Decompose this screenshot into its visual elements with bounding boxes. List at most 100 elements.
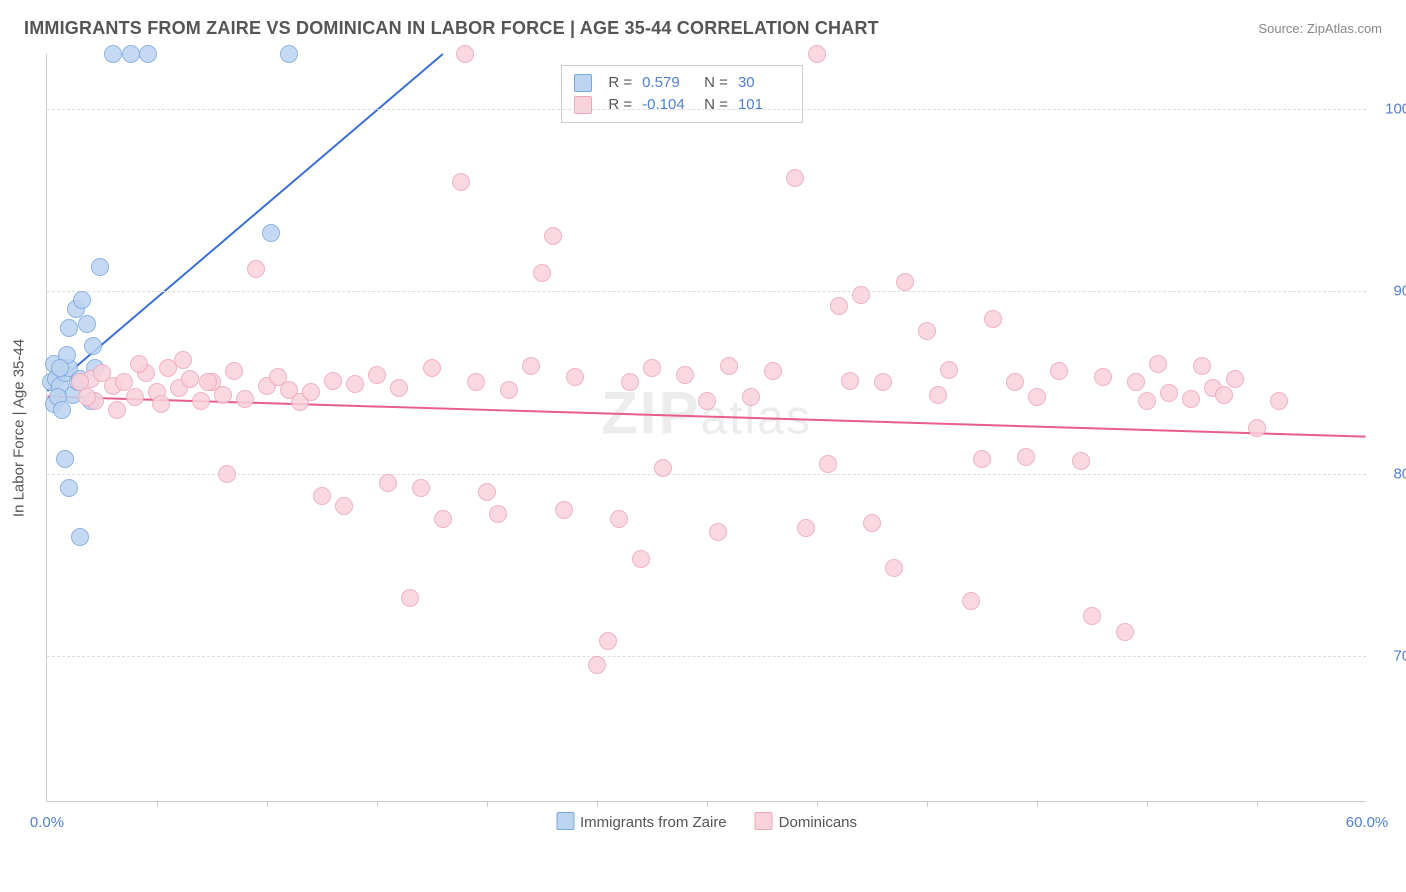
x-tick: [157, 801, 158, 807]
legend-label: Dominicans: [779, 814, 857, 831]
data-point: [1072, 452, 1090, 470]
data-point: [720, 357, 738, 375]
data-point: [368, 366, 386, 384]
data-point: [126, 388, 144, 406]
data-point: [159, 359, 177, 377]
y-tick-label: 90.0%: [1376, 283, 1406, 300]
legend-swatch: [574, 96, 592, 114]
data-point: [78, 388, 96, 406]
data-point: [192, 392, 210, 410]
data-point: [1182, 390, 1200, 408]
x-tick: [1147, 801, 1148, 807]
gridline: [47, 474, 1366, 475]
data-point: [51, 377, 69, 395]
y-tick-label: 70.0%: [1376, 648, 1406, 665]
data-point: [797, 519, 815, 537]
data-point: [434, 510, 452, 528]
data-point: [852, 286, 870, 304]
data-point: [302, 383, 320, 401]
data-point: [1050, 362, 1068, 380]
data-point: [152, 395, 170, 413]
gridline: [47, 291, 1366, 292]
scatter-chart: ZIPatlas In Labor Force | Age 35-44 R =0…: [46, 54, 1366, 802]
data-point: [82, 392, 100, 410]
y-tick-label: 80.0%: [1376, 465, 1406, 482]
data-point: [1116, 623, 1134, 641]
data-point: [841, 372, 859, 390]
data-point: [291, 393, 309, 411]
legend-swatch: [755, 812, 773, 830]
x-tick: [267, 801, 268, 807]
gridline: [47, 109, 1366, 110]
x-tick: [1257, 801, 1258, 807]
data-point: [412, 479, 430, 497]
data-point: [139, 45, 157, 63]
data-point: [984, 310, 1002, 328]
data-point: [588, 656, 606, 674]
data-point: [1204, 379, 1222, 397]
data-point: [698, 392, 716, 410]
data-point: [599, 632, 617, 650]
data-point: [269, 368, 287, 386]
data-point: [170, 379, 188, 397]
data-point: [742, 388, 760, 406]
data-point: [60, 479, 78, 497]
data-point: [1193, 357, 1211, 375]
data-point: [104, 45, 122, 63]
data-point: [60, 319, 78, 337]
data-point: [181, 370, 199, 388]
data-point: [45, 355, 63, 373]
data-point: [452, 173, 470, 191]
stats-row: R =-0.104N =101: [574, 94, 790, 116]
x-tick-label: 60.0%: [1346, 814, 1389, 831]
legend-swatch: [574, 74, 592, 92]
data-point: [1083, 607, 1101, 625]
data-point: [84, 337, 102, 355]
chart-title: IMMIGRANTS FROM ZAIRE VS DOMINICAN IN LA…: [24, 18, 879, 39]
data-point: [764, 362, 782, 380]
data-point: [73, 291, 91, 309]
stats-n-value: 30: [738, 72, 790, 94]
data-point: [1017, 448, 1035, 466]
data-point: [1138, 392, 1156, 410]
data-point: [86, 392, 104, 410]
chart-source: Source: ZipAtlas.com: [1258, 21, 1382, 36]
data-point: [93, 364, 111, 382]
trend-line: [47, 54, 442, 391]
data-point: [148, 383, 166, 401]
data-point: [786, 169, 804, 187]
data-point: [401, 589, 419, 607]
data-point: [500, 381, 518, 399]
y-tick-label: 100.0%: [1376, 100, 1406, 117]
data-point: [676, 366, 694, 384]
data-point: [247, 260, 265, 278]
data-point: [467, 373, 485, 391]
data-point: [566, 368, 584, 386]
x-tick: [487, 801, 488, 807]
data-point: [885, 559, 903, 577]
data-point: [108, 401, 126, 419]
legend-item: Immigrants from Zaire: [556, 812, 727, 831]
data-point: [130, 355, 148, 373]
stats-row: R =0.579N =30: [574, 72, 790, 94]
data-point: [478, 483, 496, 501]
x-tick-label: 0.0%: [30, 814, 64, 831]
gridline: [47, 656, 1366, 657]
data-point: [863, 514, 881, 532]
data-point: [53, 401, 71, 419]
x-tick: [927, 801, 928, 807]
data-point: [1127, 373, 1145, 391]
data-point: [544, 227, 562, 245]
data-point: [808, 45, 826, 63]
data-point: [324, 372, 342, 390]
x-tick: [817, 801, 818, 807]
data-point: [1248, 419, 1266, 437]
data-point: [58, 346, 76, 364]
data-point: [258, 377, 276, 395]
data-point: [1028, 388, 1046, 406]
data-point: [962, 592, 980, 610]
stats-n-label: N =: [704, 72, 728, 94]
data-point: [64, 386, 82, 404]
data-point: [45, 395, 63, 413]
data-point: [379, 474, 397, 492]
